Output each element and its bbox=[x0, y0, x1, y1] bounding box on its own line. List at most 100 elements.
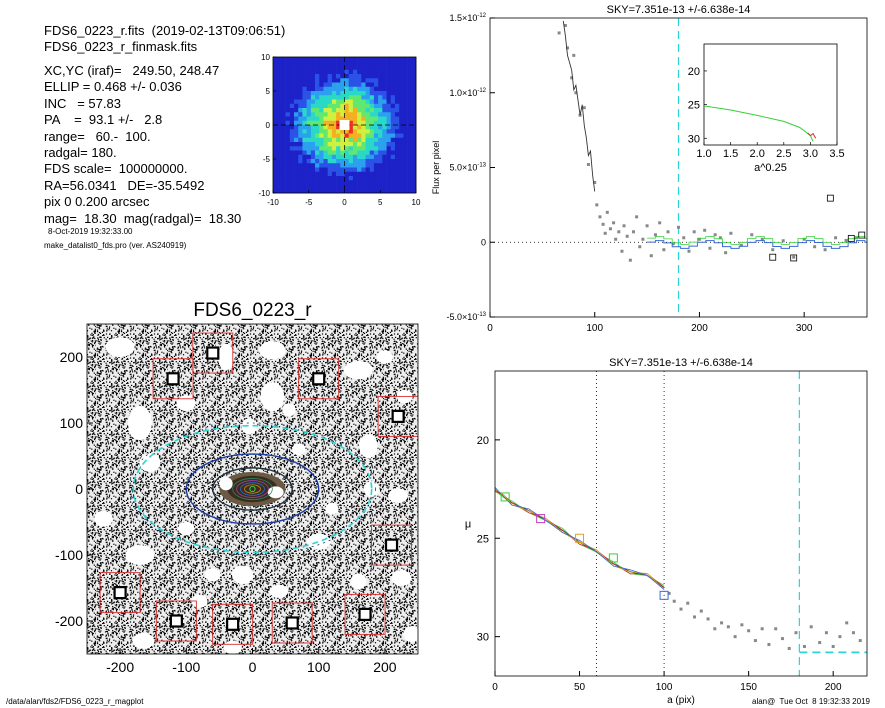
heatmap-cell bbox=[285, 167, 291, 173]
heatmap-cell bbox=[294, 82, 299, 88]
heatmap-cell bbox=[348, 82, 354, 88]
heatmap-cell bbox=[403, 125, 408, 130]
heatmap-cell bbox=[403, 86, 408, 92]
heatmap-cell bbox=[315, 82, 320, 88]
heatmap-cell bbox=[399, 150, 404, 156]
heatmap-cell bbox=[386, 69, 392, 75]
heatmap-cell bbox=[403, 159, 408, 164]
heatmap-cell bbox=[357, 91, 362, 96]
heatmap-cell bbox=[394, 154, 400, 160]
flux-binned-line bbox=[647, 240, 867, 249]
heatmap-cell bbox=[302, 176, 307, 181]
inset-xtick-label: 2.5 bbox=[776, 148, 791, 160]
heatmap-cell bbox=[386, 95, 392, 100]
heatmap-cell bbox=[407, 95, 413, 100]
heatmap-cell bbox=[369, 129, 375, 134]
heatmap-cell bbox=[315, 133, 320, 139]
heatmap-cell bbox=[369, 159, 375, 164]
heatmap-cell bbox=[340, 74, 345, 79]
heatmap-cell bbox=[298, 167, 303, 173]
heatmap-cell bbox=[289, 163, 295, 168]
heatmap-cell bbox=[361, 120, 366, 126]
heatmap-cell bbox=[348, 146, 354, 151]
heatmap-cell bbox=[403, 116, 408, 122]
heatmap-cell bbox=[289, 171, 295, 177]
flux-point bbox=[578, 113, 582, 117]
mu-point bbox=[780, 637, 784, 641]
heatmap-cell bbox=[331, 171, 337, 177]
heatmap-cell bbox=[403, 82, 408, 88]
heatmap-cell bbox=[289, 103, 295, 109]
heatmap-cell bbox=[277, 91, 282, 96]
heatmap-cell bbox=[273, 91, 278, 96]
heatmap-cell bbox=[323, 103, 328, 109]
heatmap-cell bbox=[378, 82, 383, 88]
heatmap-cell bbox=[369, 69, 375, 75]
heatmap-cell bbox=[352, 86, 358, 92]
heatmap-cell bbox=[273, 61, 278, 66]
heatmap-cell bbox=[277, 150, 282, 156]
heatmap-cell bbox=[285, 171, 291, 177]
heatmap-cell bbox=[348, 129, 354, 134]
heatmap-cell bbox=[390, 159, 396, 164]
heatmap-cell bbox=[352, 167, 358, 173]
heatmap-cell bbox=[394, 61, 400, 66]
heatmap-cell bbox=[327, 57, 333, 62]
heatmap-cell bbox=[407, 176, 413, 181]
heatmap-cell bbox=[289, 69, 295, 75]
heatmap-cell bbox=[327, 137, 333, 143]
heatmap-cell bbox=[365, 108, 371, 113]
heatmap-cell bbox=[327, 116, 333, 122]
heatmap-cell bbox=[378, 99, 383, 105]
heatmap-cell bbox=[331, 108, 337, 113]
heatmap-cell bbox=[331, 133, 337, 139]
heatmap-cell bbox=[315, 99, 320, 105]
heatmap-cell bbox=[382, 163, 387, 168]
heatmap-cell bbox=[407, 108, 413, 113]
heatmap-cell bbox=[310, 116, 316, 122]
heatmap-cell bbox=[407, 103, 413, 109]
heatmap-cell bbox=[357, 120, 362, 126]
heatmap-cell bbox=[298, 129, 303, 134]
heatmap-cell bbox=[306, 125, 312, 130]
heatmap-cell bbox=[340, 78, 345, 83]
heatmap-cell bbox=[331, 167, 337, 173]
heatmap-cell bbox=[357, 176, 362, 181]
heatmap-cell bbox=[373, 95, 379, 100]
flux-point bbox=[844, 238, 848, 242]
heatmap-cell bbox=[357, 57, 362, 62]
heatmap-cell bbox=[306, 74, 312, 79]
heatmap-cell bbox=[382, 82, 387, 88]
heatmap-cell bbox=[361, 125, 366, 130]
heatmap-cell bbox=[357, 188, 362, 194]
heatmap-cell bbox=[319, 154, 324, 160]
heatmap-cell bbox=[289, 129, 295, 134]
heatmap-cell bbox=[327, 91, 333, 96]
thumb-xtick-label: -5 bbox=[305, 198, 313, 207]
heatmap-cell bbox=[294, 129, 299, 134]
heatmap-cell bbox=[344, 150, 350, 156]
heatmap-cell bbox=[319, 146, 324, 151]
mask-blob bbox=[292, 443, 306, 456]
heatmap-cell bbox=[361, 112, 366, 117]
heatmap-cell bbox=[378, 133, 383, 139]
mask-blob bbox=[260, 382, 285, 412]
heatmap-cell bbox=[399, 137, 404, 143]
heatmap-cell bbox=[382, 129, 387, 134]
heatmap-cell bbox=[344, 146, 350, 151]
heatmap-cell bbox=[306, 78, 312, 83]
heatmap-cell bbox=[369, 95, 375, 100]
heatmap-cell bbox=[289, 150, 295, 156]
heatmap-cell bbox=[327, 65, 333, 71]
mask-blob bbox=[191, 594, 208, 608]
heatmap-cell bbox=[361, 171, 366, 177]
heatmap-cell bbox=[327, 103, 333, 109]
heatmap-cell bbox=[315, 78, 320, 83]
heatmap-cell bbox=[369, 120, 375, 126]
mask-blob bbox=[132, 632, 154, 649]
heatmap-cell bbox=[373, 65, 379, 71]
heatmap-cell bbox=[352, 184, 358, 190]
heatmap-cell bbox=[277, 188, 282, 194]
heatmap-cell bbox=[361, 57, 366, 62]
heatmap-cell bbox=[399, 188, 404, 194]
